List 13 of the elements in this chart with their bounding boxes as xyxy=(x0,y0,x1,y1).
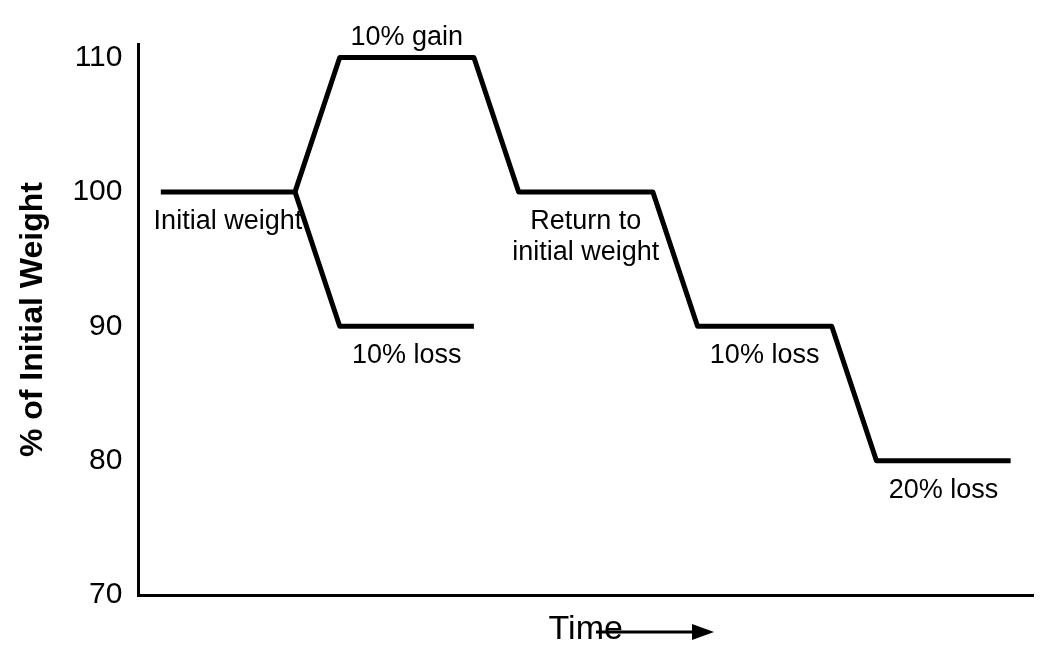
annotation: 20% loss xyxy=(888,473,999,504)
y-tick-label: 70 xyxy=(89,576,123,610)
y-tick-label: 90 xyxy=(89,307,123,341)
annotation: 10% loss xyxy=(709,339,820,370)
x-axis-title: Time xyxy=(548,607,623,646)
y-tick-label: 80 xyxy=(89,442,123,476)
annotation: 10% gain xyxy=(350,21,464,52)
y-axis-title: % of Initial Weight xyxy=(13,181,50,458)
annotation: 10% loss xyxy=(352,339,462,370)
annotation: Initial weight xyxy=(153,204,303,235)
y-tick-label: 100 xyxy=(72,173,123,207)
y-tick-label: 110 xyxy=(74,38,123,72)
annotation: Return to initial weight xyxy=(512,204,660,266)
